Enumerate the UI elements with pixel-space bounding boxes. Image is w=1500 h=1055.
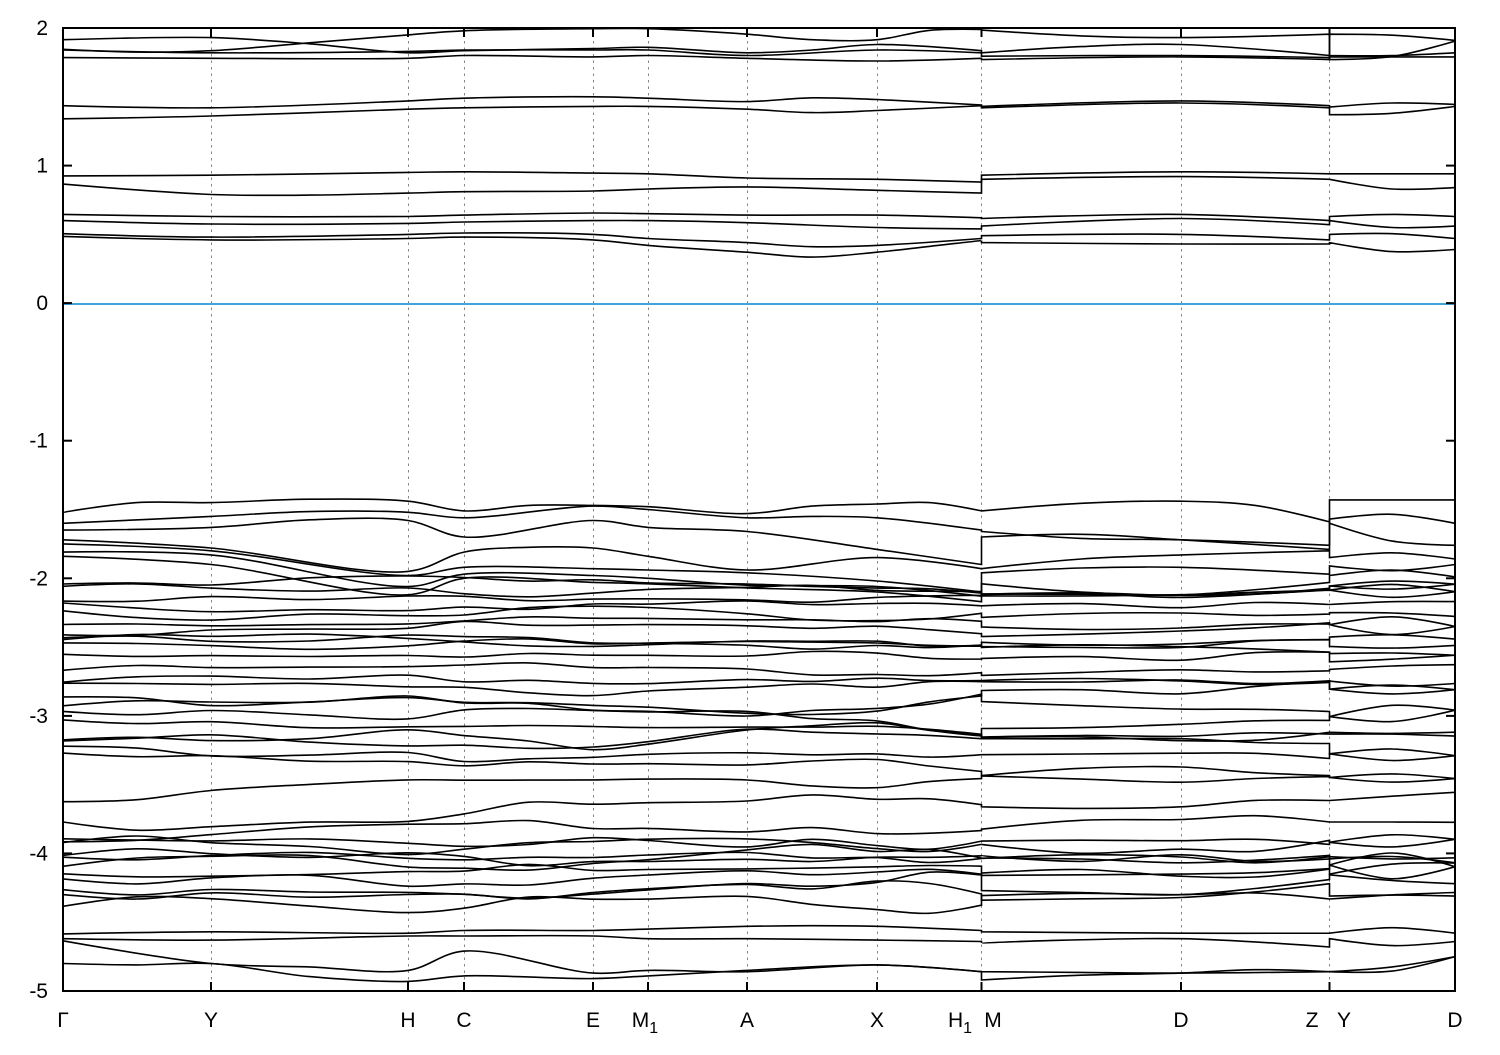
- svg-text:Γ: Γ: [57, 1009, 69, 1032]
- svg-text:Z: Z: [1306, 1009, 1319, 1032]
- svg-text:D: D: [1173, 1009, 1188, 1032]
- svg-text:2: 2: [36, 17, 48, 40]
- svg-text:0: 0: [36, 292, 48, 315]
- svg-text:-2: -2: [29, 567, 48, 590]
- svg-text:Y: Y: [204, 1009, 218, 1032]
- svg-text:Y: Y: [1337, 1009, 1351, 1032]
- svg-text:1: 1: [36, 155, 48, 178]
- svg-text:-3: -3: [29, 705, 48, 728]
- svg-text:H: H: [400, 1009, 415, 1032]
- svg-text:-4: -4: [29, 842, 48, 865]
- svg-text:-5: -5: [29, 980, 48, 1003]
- svg-text:D: D: [1447, 1009, 1462, 1032]
- svg-text:A: A: [740, 1009, 754, 1032]
- svg-text:-1: -1: [29, 430, 48, 453]
- svg-text:E: E: [586, 1009, 600, 1032]
- svg-text:X: X: [870, 1009, 884, 1032]
- svg-text:C: C: [456, 1009, 471, 1032]
- svg-text:M: M: [984, 1009, 1002, 1032]
